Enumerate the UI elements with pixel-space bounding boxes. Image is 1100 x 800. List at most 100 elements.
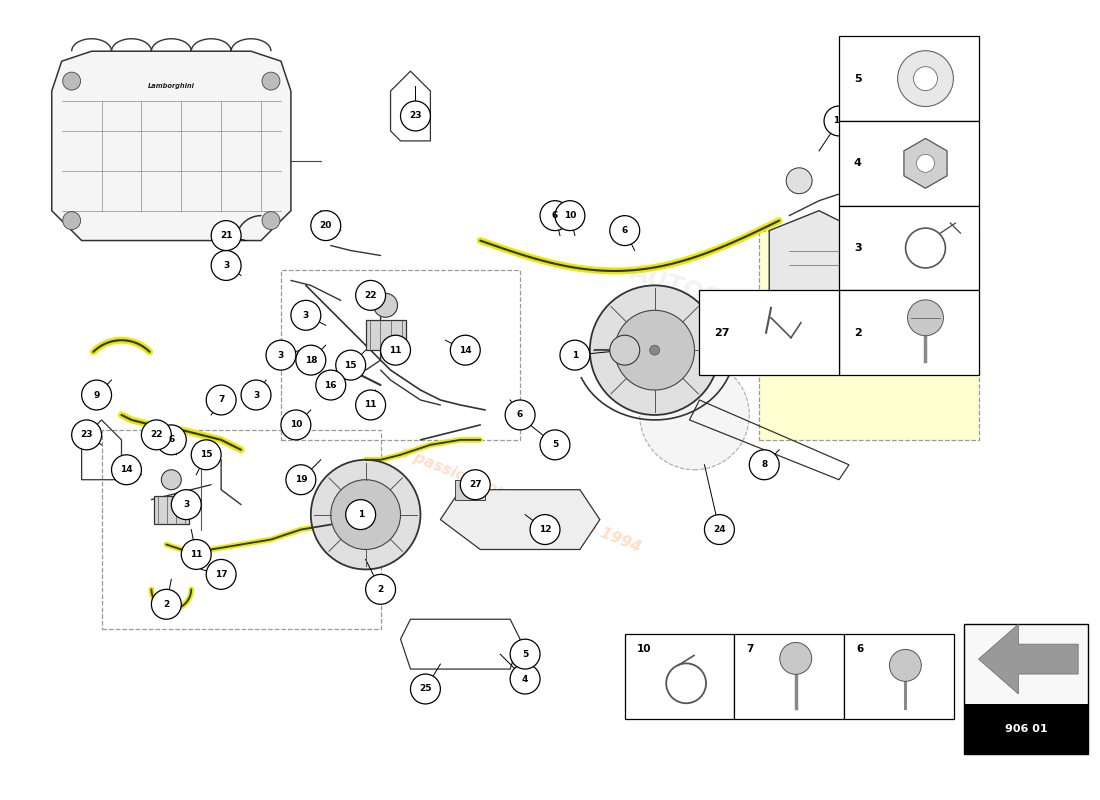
Polygon shape (904, 138, 947, 188)
Circle shape (704, 514, 735, 545)
Text: 4: 4 (854, 158, 861, 168)
Circle shape (290, 300, 321, 330)
Text: 11: 11 (364, 401, 377, 410)
Text: 27: 27 (469, 480, 482, 490)
Text: 6: 6 (517, 410, 524, 419)
Circle shape (890, 650, 922, 682)
Circle shape (381, 335, 410, 365)
Circle shape (510, 664, 540, 694)
Text: 21: 21 (220, 231, 232, 240)
Text: 3: 3 (223, 261, 229, 270)
Circle shape (355, 281, 386, 310)
Circle shape (609, 216, 640, 246)
Text: 11: 11 (190, 550, 202, 559)
Text: 18: 18 (305, 356, 317, 365)
Circle shape (780, 642, 812, 674)
Circle shape (152, 590, 182, 619)
Circle shape (316, 370, 345, 400)
Circle shape (410, 674, 440, 704)
Circle shape (609, 335, 640, 365)
Circle shape (869, 146, 899, 176)
Text: 11: 11 (389, 346, 402, 354)
Circle shape (262, 72, 279, 90)
Bar (455, 480, 485, 500)
Circle shape (211, 250, 241, 281)
Circle shape (191, 440, 221, 470)
Circle shape (556, 201, 585, 230)
Text: Lamborghini: Lamborghini (147, 83, 195, 89)
Circle shape (311, 460, 420, 570)
Circle shape (361, 510, 371, 519)
Circle shape (111, 455, 142, 485)
Text: 4: 4 (521, 674, 528, 683)
Circle shape (63, 72, 80, 90)
Text: a passion for parts since 1994: a passion for parts since 1994 (397, 444, 644, 555)
Circle shape (262, 212, 279, 230)
Circle shape (856, 158, 882, 184)
Circle shape (510, 639, 540, 669)
Circle shape (914, 345, 944, 375)
Text: 3: 3 (183, 500, 189, 509)
Text: 5: 5 (854, 74, 861, 84)
Text: 20: 20 (320, 221, 332, 230)
Text: 5: 5 (552, 440, 558, 450)
Circle shape (640, 360, 749, 470)
Text: 7: 7 (218, 395, 224, 405)
Text: 3: 3 (302, 310, 309, 320)
Bar (625, 634, 735, 719)
Bar (700, 290, 839, 375)
Bar (839, 121, 979, 206)
Text: 1: 1 (358, 510, 364, 519)
Bar (964, 624, 1088, 754)
Circle shape (63, 212, 80, 230)
Text: 2: 2 (163, 600, 169, 609)
Circle shape (81, 380, 111, 410)
Circle shape (400, 101, 430, 131)
Circle shape (296, 345, 326, 375)
Text: 25: 25 (419, 685, 431, 694)
Polygon shape (769, 210, 859, 320)
Circle shape (162, 470, 182, 490)
Circle shape (530, 514, 560, 545)
Circle shape (280, 410, 311, 440)
Circle shape (916, 154, 935, 172)
Circle shape (540, 201, 570, 230)
Circle shape (266, 340, 296, 370)
Circle shape (241, 380, 271, 410)
Circle shape (615, 310, 694, 390)
Text: 3: 3 (278, 350, 284, 360)
Text: 8: 8 (761, 460, 768, 470)
Text: 14: 14 (120, 466, 133, 474)
Circle shape (355, 390, 386, 420)
Circle shape (286, 465, 316, 494)
Text: 5: 5 (881, 156, 887, 166)
Text: 13: 13 (833, 117, 845, 126)
Circle shape (560, 340, 590, 370)
Text: AUTOSPORTS: AUTOSPORTS (626, 260, 813, 341)
Text: 2: 2 (377, 585, 384, 594)
Text: 16: 16 (324, 381, 337, 390)
Text: 14: 14 (459, 346, 472, 354)
Circle shape (894, 121, 924, 151)
Circle shape (824, 106, 854, 136)
Bar (839, 36, 979, 121)
Text: 2: 2 (854, 328, 861, 338)
Circle shape (540, 430, 570, 460)
Text: 7: 7 (746, 644, 754, 654)
Text: 3: 3 (253, 390, 260, 399)
Circle shape (749, 450, 779, 480)
Text: 10: 10 (637, 644, 651, 654)
Text: 6: 6 (168, 435, 175, 444)
Bar (759, 230, 979, 440)
Text: 26: 26 (923, 356, 935, 365)
Circle shape (505, 400, 535, 430)
Text: 10: 10 (289, 421, 302, 430)
Circle shape (336, 350, 365, 380)
Circle shape (894, 210, 924, 241)
Text: 9: 9 (94, 390, 100, 399)
Polygon shape (52, 51, 290, 241)
Text: 17: 17 (214, 570, 228, 579)
Text: 3: 3 (854, 243, 861, 253)
Circle shape (913, 66, 937, 90)
Text: 906 01: 906 01 (1004, 724, 1047, 734)
